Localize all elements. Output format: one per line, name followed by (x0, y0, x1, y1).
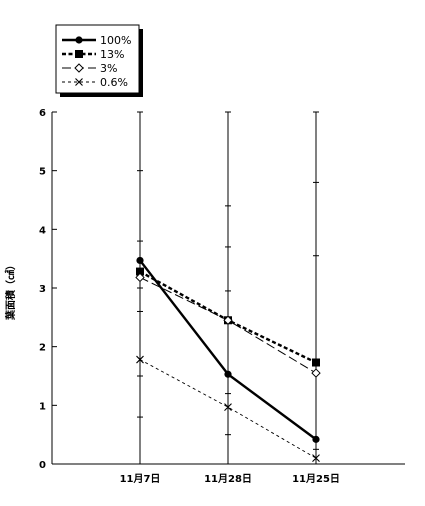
legend-label: 13% (100, 48, 124, 61)
data-point (136, 355, 144, 364)
y-tick-label: 2 (39, 343, 46, 354)
legend-label: 0.6% (100, 76, 128, 89)
data-point (224, 403, 232, 411)
data-point (136, 256, 144, 265)
legend-marker (75, 78, 83, 86)
y-tick-label: 4 (39, 225, 46, 236)
legend-marker (75, 50, 83, 58)
y-tick-label: 3 (39, 284, 46, 295)
y-tick-label: 1 (39, 401, 46, 412)
y-tick-label: 6 (39, 108, 46, 119)
data-point (311, 368, 321, 378)
y-tick-label: 0 (39, 460, 46, 471)
x-tick-label: 11月7日 (120, 473, 161, 485)
plot-area: 0 1 2 3 4 5 6 11月7日 11月28日 11月25日 (39, 108, 405, 485)
data-point (312, 454, 320, 463)
y-axis-title: 葉面積（㎠） (4, 260, 17, 321)
data-point (312, 358, 320, 367)
legend-label: 3% (100, 62, 117, 75)
data-point (135, 272, 145, 283)
data-point (136, 267, 144, 276)
data-point (223, 315, 233, 325)
legend: 100%13%3%0.6% (55, 24, 143, 97)
data-point (312, 435, 320, 443)
legend-marker (74, 63, 84, 73)
y-tick-label: 5 (39, 167, 46, 178)
legend-marker (75, 36, 83, 44)
legend-label: 100% (100, 34, 131, 47)
x-tick-label: 11月25日 (292, 473, 340, 485)
x-tick-label: 11月28日 (204, 473, 252, 485)
data-point (224, 370, 232, 378)
